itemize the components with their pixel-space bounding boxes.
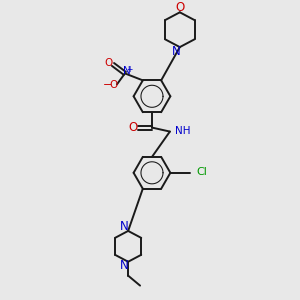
Text: +: +: [127, 65, 133, 74]
Text: N: N: [120, 259, 128, 272]
Text: N: N: [172, 45, 181, 58]
Text: O: O: [175, 1, 184, 14]
Text: Cl: Cl: [197, 167, 208, 177]
Text: O: O: [110, 80, 118, 90]
Text: N: N: [120, 220, 128, 233]
Text: NH: NH: [175, 126, 191, 136]
Text: O: O: [128, 121, 137, 134]
Text: −: −: [103, 80, 112, 90]
Text: O: O: [104, 58, 112, 68]
Text: N: N: [123, 66, 131, 76]
